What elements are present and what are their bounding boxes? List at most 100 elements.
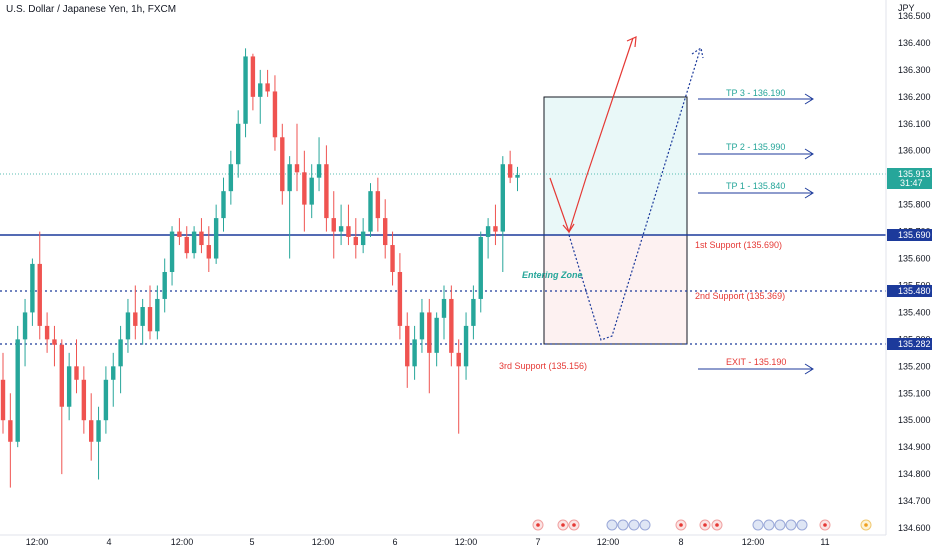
candle: [493, 204, 498, 246]
candle-body: [405, 325, 410, 367]
price-tick-label: 135.200: [898, 361, 931, 371]
candle: [125, 298, 131, 353]
candle: [74, 339, 79, 394]
level-tag-135480: 135.480: [887, 285, 932, 297]
candle-body: [44, 325, 50, 340]
candle-body: [133, 312, 138, 326]
candle: [515, 166, 520, 192]
candle: [8, 393, 13, 488]
candle: [280, 123, 285, 205]
countdown-value: 31:47: [900, 178, 923, 188]
bullish-arrowhead-icon: [626, 36, 637, 48]
candle: [89, 393, 94, 461]
candle: [272, 75, 278, 151]
level-tag-135282-text: 135.282: [898, 339, 931, 349]
price-tick-label: 136.100: [898, 119, 931, 129]
candle-body: [346, 226, 351, 237]
time-axis[interactable]: 12:00 4 12:00 5 12:00 6 12:00 7 12:00 8 12:00 11: [26, 537, 830, 547]
price-tick-label: 134.700: [898, 496, 931, 506]
flag-icon[interactable]: [752, 519, 764, 531]
flag-icon[interactable]: [628, 519, 640, 531]
candle: [485, 218, 491, 259]
candle: [338, 204, 344, 246]
candle-body: [169, 231, 175, 272]
exit-arrow-icon: [698, 363, 814, 375]
time-tick-label: 7: [535, 537, 540, 547]
candle: [265, 69, 270, 97]
flag-icon[interactable]: [639, 519, 651, 531]
candle: [228, 150, 234, 205]
price-tick-label: 135.800: [898, 200, 931, 210]
flag-icon[interactable]: [617, 519, 629, 531]
candle-body: [265, 83, 270, 92]
event-icons[interactable]: [532, 519, 872, 531]
candle-body: [89, 420, 94, 442]
tp2-label: TP 2 - 135.990: [726, 142, 785, 152]
tp2-arrow-icon: [698, 148, 814, 160]
bullish-projection-path: [549, 37, 634, 234]
candle: [140, 298, 145, 345]
candle: [294, 123, 300, 192]
candle-body: [206, 245, 211, 259]
candle: [22, 298, 28, 367]
candle: [250, 53, 256, 111]
candle: [324, 145, 329, 232]
candle: [133, 285, 138, 340]
time-tick-label: 11: [820, 537, 829, 547]
price-tick-label: 134.800: [898, 469, 931, 479]
candle: [52, 325, 57, 367]
candle-body: [383, 218, 388, 246]
candle-body: [331, 218, 336, 232]
flag-icon[interactable]: [763, 519, 775, 531]
price-tick-label: 136.300: [898, 65, 931, 75]
candle: [287, 156, 292, 259]
time-tick-label: 12:00: [742, 537, 765, 547]
time-tick-label: 5: [249, 537, 254, 547]
candle-body: [140, 307, 145, 326]
candle: [191, 226, 197, 259]
candle: [66, 352, 72, 421]
candle-body: [324, 164, 329, 219]
candle: [59, 339, 64, 475]
candle: [155, 285, 160, 340]
price-tick-label: 135.400: [898, 307, 931, 317]
time-tick-label: 12:00: [312, 537, 335, 547]
candles-group: [0, 48, 520, 488]
candle: [412, 325, 417, 380]
level-tag-135480-text: 135.480: [898, 286, 931, 296]
candle: [360, 218, 366, 254]
candle: [258, 69, 263, 124]
candle-body: [353, 236, 358, 246]
candle: [236, 110, 241, 178]
candle: [44, 312, 50, 353]
flag-icon[interactable]: [606, 519, 618, 531]
last-price-value: 135.913: [898, 169, 931, 179]
candle-body: [81, 379, 87, 421]
level-tag-135690-text: 135.690: [898, 230, 931, 240]
stop-loss-zone[interactable]: [543, 234, 688, 345]
take-profit-zone[interactable]: [543, 96, 688, 236]
flag-icon[interactable]: [796, 519, 808, 531]
candle-body: [250, 56, 256, 97]
candle: [118, 325, 123, 394]
candle-body: [125, 312, 131, 340]
candle-body: [162, 272, 167, 299]
candle-body: [419, 312, 425, 340]
flag-icon[interactable]: [774, 519, 786, 531]
candle-body: [427, 312, 432, 353]
price-tick-label: 136.200: [898, 92, 931, 102]
candle-body: [22, 312, 28, 340]
flag-icon[interactable]: [785, 519, 797, 531]
candle: [471, 285, 476, 340]
candle: [507, 150, 513, 184]
candle-body: [111, 366, 116, 380]
candle-body: [294, 164, 300, 173]
candle: [177, 218, 182, 246]
candle-body: [449, 298, 454, 353]
entry-arrowhead-icon: [562, 223, 575, 234]
candle: [162, 258, 167, 313]
candle: [500, 156, 505, 272]
candle: [206, 226, 211, 272]
candle-body: [103, 379, 109, 421]
